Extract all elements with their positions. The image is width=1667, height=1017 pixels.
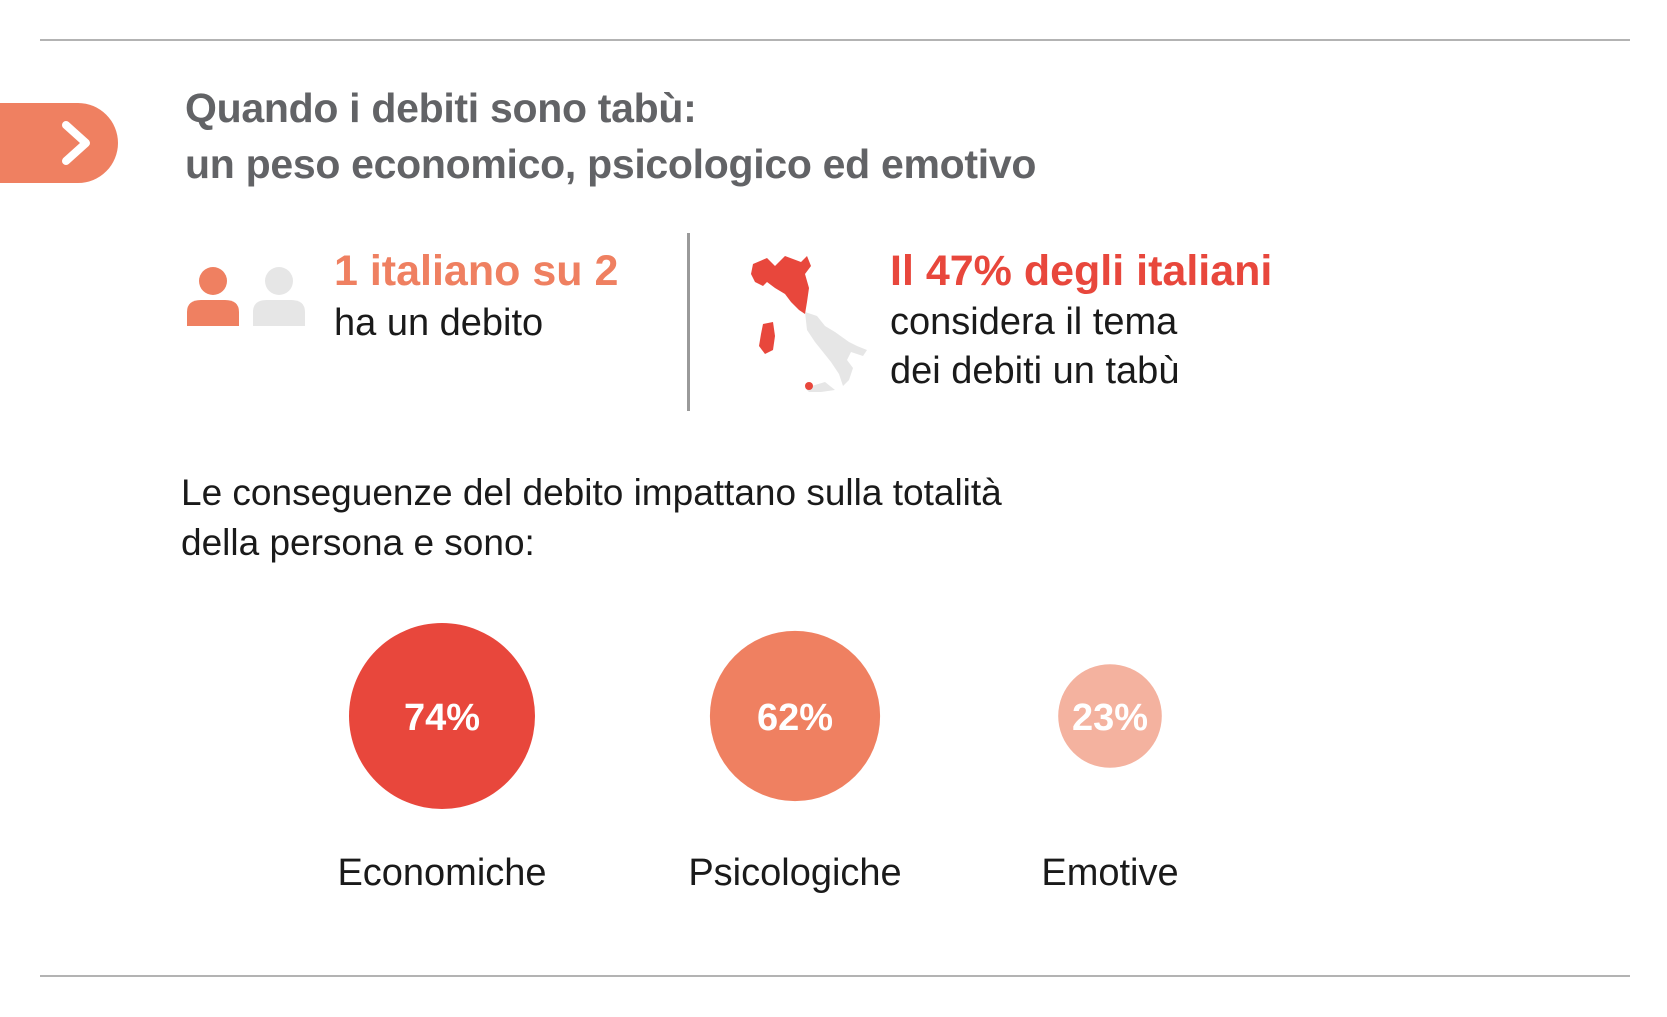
bubble-value-label: 74% xyxy=(404,697,480,739)
title-line-1: Quando i debiti sono tabù: xyxy=(185,85,697,131)
stat-debt-highlight: 1 italiano su 2 xyxy=(334,247,619,295)
bubble-value-label: 23% xyxy=(1072,697,1148,739)
bottom-divider xyxy=(40,975,1630,977)
intro-line-2: della persona e sono: xyxy=(181,522,535,563)
stat-taboo-highlight: Il 47% degli italiani xyxy=(890,247,1273,295)
category-label: Economiche xyxy=(337,852,546,894)
page-title: Quando i debiti sono tabù: un peso econo… xyxy=(185,80,1036,192)
section-badge xyxy=(0,103,118,183)
sicily-red-dot xyxy=(805,382,813,390)
category-label: Psicologiche xyxy=(688,852,901,894)
bubble-emotive xyxy=(1058,664,1162,768)
top-divider xyxy=(40,39,1630,41)
stat-debt-text: ha un debito xyxy=(334,302,544,344)
italy-south-region xyxy=(805,312,867,386)
italy-map-icon xyxy=(751,256,867,392)
stat-taboo-line-1: considera il tema xyxy=(890,301,1178,343)
bubble-psicologiche xyxy=(709,630,881,802)
chevron-right-icon xyxy=(62,121,90,165)
title-line-2: un peso economico, psicologico ed emotiv… xyxy=(185,141,1037,187)
italy-north-region xyxy=(751,256,811,314)
sardinia-red xyxy=(759,322,775,354)
person-highlighted-icon xyxy=(187,267,239,326)
stat-debt-share: 1 italiano su 2 ha un debito xyxy=(334,244,618,348)
stats-divider xyxy=(687,233,690,411)
sicily-gray xyxy=(805,382,835,392)
bubble-economiche xyxy=(349,623,535,809)
bubble-chart: 74% Economiche 62% Psicologiche 23% Emotive xyxy=(337,623,1179,894)
stat-taboo-line-2: dei debiti un tabù xyxy=(890,350,1180,392)
stat-taboo-share: Il 47% degli italiani considera il tema … xyxy=(890,244,1272,396)
people-icon xyxy=(187,267,305,326)
intro-line-1: Le conseguenze del debito impattano sull… xyxy=(181,472,1002,513)
bubble-value-label: 62% xyxy=(757,697,833,739)
intro-text: Le conseguenze del debito impattano sull… xyxy=(181,468,1002,568)
person-gray-icon xyxy=(253,267,305,326)
category-label: Emotive xyxy=(1041,852,1178,894)
